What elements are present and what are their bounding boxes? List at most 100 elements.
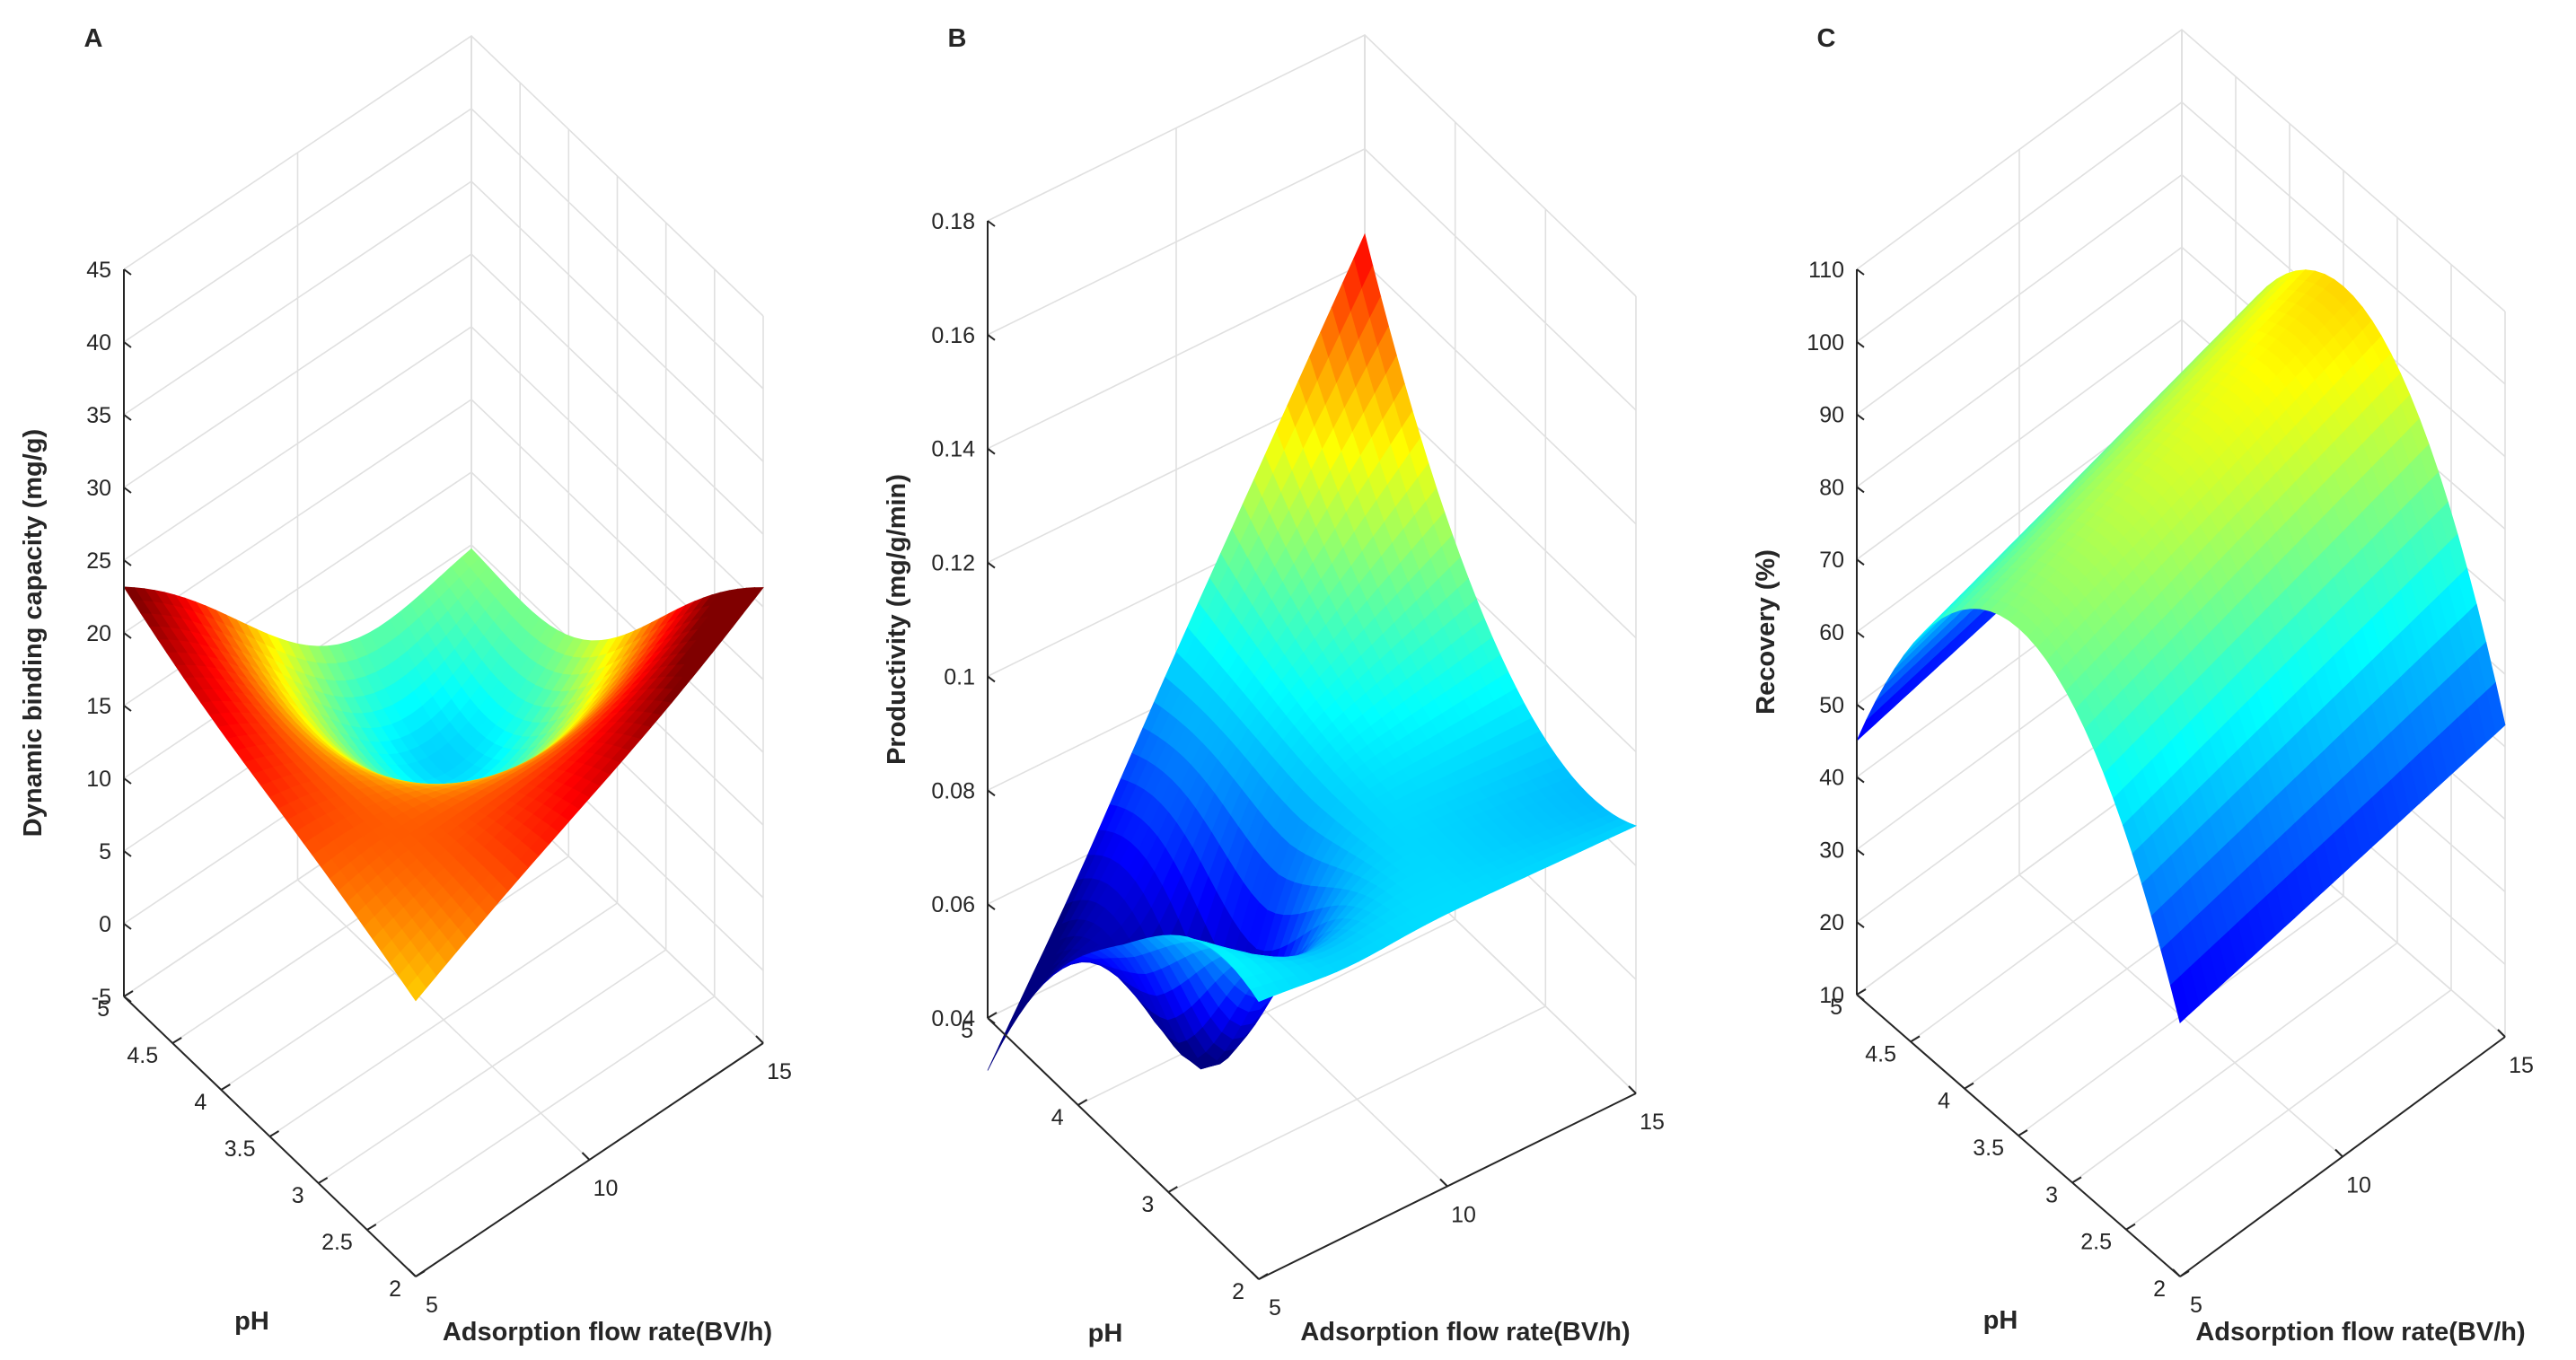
- y-axis-label: pH: [1088, 1320, 1123, 1348]
- y-tick-label: 2: [389, 1277, 401, 1302]
- z-tick-label: 5: [99, 839, 111, 864]
- axes: 1020304050607080901001105101522.533.544.…: [1807, 258, 2534, 1318]
- z-tick-label: 80: [1819, 475, 1844, 500]
- y-tick-mark: [2179, 1270, 2190, 1277]
- y-axis-line: [987, 1017, 1260, 1280]
- x-tick-mark: [2497, 1029, 2506, 1038]
- y-tick-mark: [1964, 1082, 1974, 1090]
- x-tick-label: 15: [2509, 1053, 2534, 1078]
- grid-line: [1167, 209, 1547, 1193]
- y-tick-mark: [366, 1224, 377, 1231]
- z-tick-mark: [1856, 703, 1865, 711]
- x-axis-label: Adsorption flow rate(BV/h): [2195, 1318, 2525, 1347]
- grid-line: [1856, 101, 2506, 385]
- z-tick-mark: [1856, 994, 1865, 1001]
- y-tick-label: 2: [1232, 1279, 1244, 1304]
- z-tick-mark: [123, 996, 132, 1003]
- y-tick-mark: [268, 1130, 280, 1137]
- z-tick-mark: [123, 923, 132, 930]
- z-tick-mark: [987, 675, 996, 683]
- y-tick-mark: [220, 1084, 231, 1091]
- z-tick-label: 90: [1819, 403, 1844, 428]
- z-tick-label: 20: [86, 621, 111, 646]
- z-tick-mark: [1856, 921, 1865, 928]
- z-tick-label: 0.04: [931, 1006, 975, 1031]
- x-axis-label: Adsorption flow rate(BV/h): [1300, 1318, 1630, 1347]
- x-tick-label: 15: [1640, 1110, 1665, 1135]
- y-tick-label: 2.5: [321, 1230, 353, 1255]
- y-tick-label: 4: [1051, 1105, 1064, 1130]
- y-tick-label: 2.5: [2080, 1230, 2112, 1255]
- y-tick-label: 3: [2045, 1182, 2058, 1207]
- z-tick-mark: [123, 487, 132, 494]
- z-tick-mark: [123, 341, 132, 348]
- y-tick-label: 4.5: [1865, 1041, 1896, 1066]
- x-tick-mark: [408, 1268, 417, 1277]
- y-tick-mark: [1856, 988, 1867, 996]
- y-axis-label: pH: [1983, 1306, 2018, 1335]
- z-tick-label: 0.14: [931, 437, 975, 462]
- x-tick-mark: [1628, 1085, 1637, 1094]
- z-tick-mark: [123, 268, 132, 276]
- x-tick-mark: [2334, 1148, 2343, 1158]
- grid-line: [220, 129, 570, 1091]
- z-tick-label: 50: [1819, 693, 1844, 718]
- x-tick-label: 5: [1269, 1295, 1281, 1321]
- z-tick-label: 40: [86, 330, 111, 355]
- z-tick-label: 45: [86, 258, 111, 283]
- z-tick-mark: [1856, 631, 1865, 638]
- y-tick-mark: [1167, 1186, 1178, 1193]
- panel-b: 0.04 0.06 0.08 0.1 0.12 0.14 0.16 0.18 5 10 15 2 3 4 5…: [883, 24, 1665, 1348]
- x-tick-mark: [581, 1152, 591, 1161]
- y-tick-label: 2: [2153, 1277, 2166, 1302]
- z-tick-mark: [987, 903, 996, 910]
- surface-patch: [406, 975, 426, 1002]
- z-tick-label: 20: [1819, 910, 1844, 935]
- z-tick-label: 15: [86, 694, 111, 719]
- z-tick-label: 40: [1819, 766, 1844, 791]
- z-tick-mark: [1856, 340, 1865, 348]
- surface-patch: [2169, 976, 2191, 1023]
- z-tick-label: 60: [1819, 620, 1844, 645]
- grid-line: [1856, 28, 2506, 312]
- z-tick-label: 0.06: [931, 892, 975, 917]
- z-tick-mark: [1856, 558, 1865, 566]
- y-tick-label: 5: [97, 996, 110, 1022]
- panel-title: A: [84, 24, 103, 53]
- y-tick-label: 4.5: [127, 1043, 158, 1068]
- grid-line: [123, 34, 764, 317]
- z-tick-mark: [987, 447, 996, 455]
- z-tick-label: 0.08: [931, 778, 975, 803]
- z-axis-label: Recovery (%): [1752, 549, 1780, 715]
- x-tick-label: 10: [1451, 1203, 1476, 1228]
- x-axis-label: Adsorption flow rate(BV/h): [443, 1318, 772, 1347]
- z-tick-mark: [987, 1017, 996, 1024]
- grid-line: [366, 269, 716, 1231]
- y-tick-label: 4: [1938, 1089, 1950, 1114]
- y-tick-label: 3.5: [1973, 1136, 2004, 1161]
- surface: [123, 548, 764, 1002]
- surface-patch: [1250, 985, 1271, 1003]
- y-tick-mark: [318, 1177, 329, 1184]
- z-tick-label: 110: [1808, 258, 1844, 283]
- y-tick-label: 3: [1141, 1192, 1154, 1217]
- surface: [987, 233, 1638, 1071]
- y-tick-mark: [123, 990, 134, 997]
- panel-a: -5 0 5 10 15 20 25 30 35 40 45 5 10 15 2 2.5 3 3.5 4 4.5 5 A A…: [19, 24, 792, 1347]
- z-tick-mark: [1856, 486, 1865, 494]
- z-tick-label: 100: [1807, 330, 1844, 355]
- y-tick-label: 5: [1830, 995, 1842, 1020]
- x-tick-mark: [755, 1035, 764, 1044]
- z-tick-label: 0.16: [931, 323, 975, 348]
- panel-title: B: [948, 24, 967, 53]
- y-tick-mark: [2125, 1223, 2136, 1231]
- z-tick-mark: [987, 561, 996, 569]
- y-tick-mark: [987, 1012, 998, 1019]
- z-tick-mark: [987, 220, 996, 227]
- y-tick-label: 3: [292, 1183, 304, 1208]
- x-tick-label: 5: [426, 1293, 438, 1318]
- z-tick-label: 35: [86, 403, 111, 428]
- y-tick-mark: [1077, 1099, 1088, 1106]
- panel-title: C: [1817, 24, 1836, 53]
